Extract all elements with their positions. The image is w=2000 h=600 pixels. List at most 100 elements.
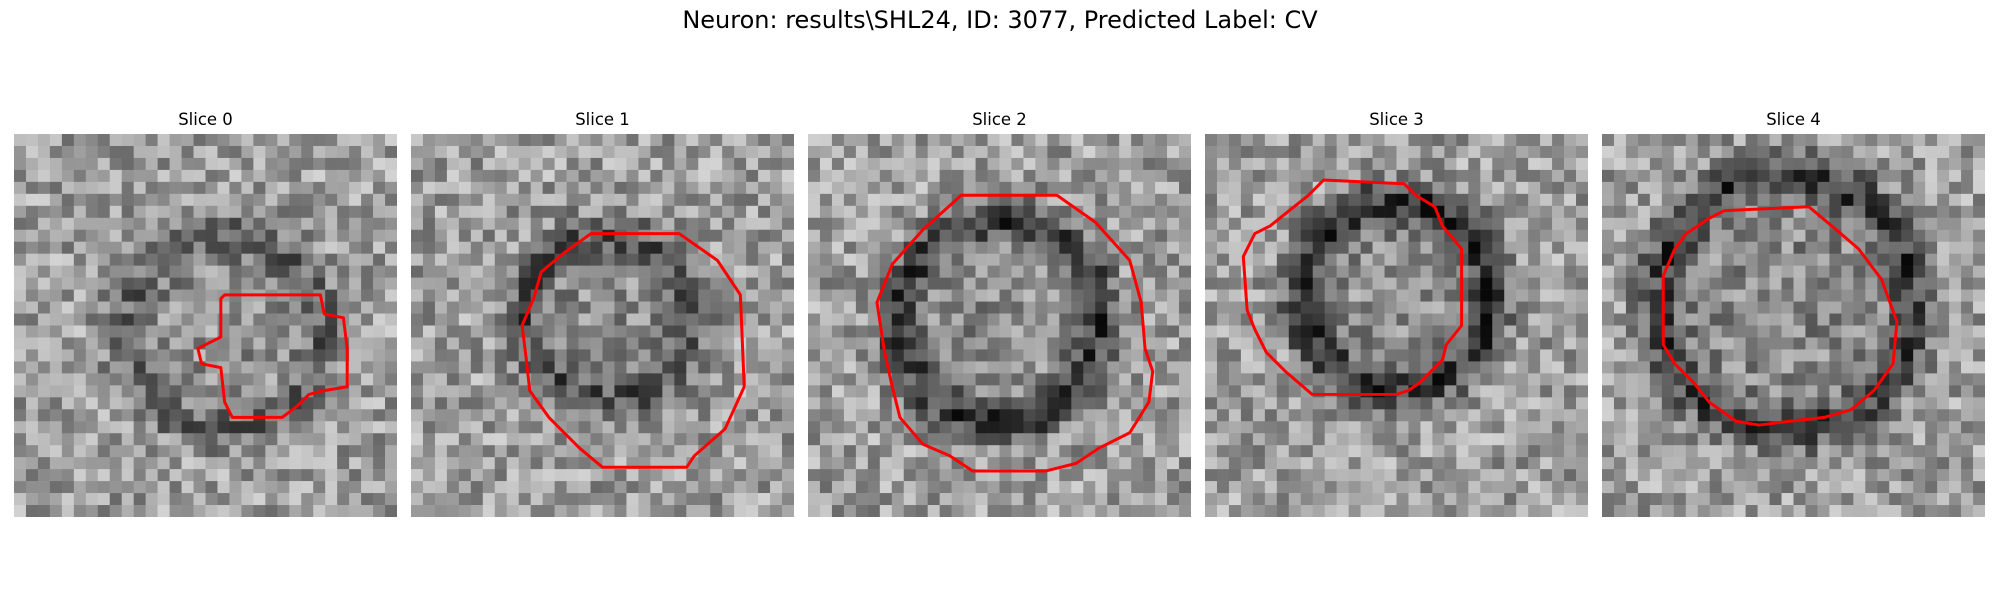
- image-pixel: [1059, 134, 1071, 146]
- image-pixel: [1361, 182, 1373, 194]
- image-pixel: [734, 421, 746, 433]
- image-pixel: [1614, 266, 1626, 278]
- image-pixel: [1516, 433, 1528, 445]
- image-pixel: [1301, 218, 1313, 230]
- image-pixel: [808, 290, 820, 302]
- image-pixel: [1865, 314, 1877, 326]
- image-pixel: [1734, 242, 1746, 254]
- image-pixel: [674, 302, 686, 314]
- image-pixel: [447, 302, 459, 314]
- image-pixel: [770, 302, 782, 314]
- image-pixel: [1301, 206, 1313, 218]
- image-pixel: [1313, 290, 1325, 302]
- image-pixel: [507, 134, 519, 146]
- image-pixel: [361, 242, 373, 254]
- image-pixel: [1468, 182, 1480, 194]
- image-pixel: [976, 134, 988, 146]
- image-pixel: [337, 134, 349, 146]
- image-pixel: [1722, 170, 1734, 182]
- image-pixel: [880, 385, 892, 397]
- image-pixel: [265, 206, 277, 218]
- image-pixel: [74, 493, 86, 505]
- image-pixel: [74, 242, 86, 254]
- image-pixel: [313, 373, 325, 385]
- image-pixel: [976, 218, 988, 230]
- image-pixel: [1107, 182, 1119, 194]
- image-pixel: [1179, 493, 1191, 505]
- image-pixel: [1095, 469, 1107, 481]
- image-pixel: [194, 326, 206, 338]
- image-pixel: [1095, 457, 1107, 469]
- image-pixel: [98, 278, 110, 290]
- image-pixel: [591, 445, 603, 457]
- image-pixel: [1734, 433, 1746, 445]
- image-pixel: [1229, 230, 1241, 242]
- image-pixel: [1492, 505, 1504, 517]
- image-pixel: [1564, 182, 1576, 194]
- image-pixel: [1576, 158, 1588, 170]
- image-pixel: [543, 290, 555, 302]
- image-pixel: [1492, 326, 1504, 338]
- image-pixel: [217, 182, 229, 194]
- image-pixel: [1480, 314, 1492, 326]
- image-pixel: [782, 373, 794, 385]
- image-pixel: [976, 314, 988, 326]
- image-pixel: [459, 158, 471, 170]
- image-pixel: [770, 349, 782, 361]
- image-pixel: [349, 326, 361, 338]
- image-pixel: [471, 146, 483, 158]
- image-pixel: [1155, 457, 1167, 469]
- image-pixel: [1552, 361, 1564, 373]
- image-pixel: [1794, 170, 1806, 182]
- image-pixel: [1937, 373, 1949, 385]
- image-pixel: [253, 194, 265, 206]
- image-pixel: [1095, 290, 1107, 302]
- image-pixel: [385, 206, 397, 218]
- image-pixel: [1540, 373, 1552, 385]
- image-pixel: [447, 134, 459, 146]
- image-pixel: [158, 242, 170, 254]
- image-pixel: [1528, 314, 1540, 326]
- image-pixel: [361, 409, 373, 421]
- image-pixel: [14, 230, 26, 242]
- image-pixel: [1973, 170, 1985, 182]
- image-pixel: [1516, 134, 1528, 146]
- image-pixel: [241, 218, 253, 230]
- image-pixel: [1253, 134, 1265, 146]
- image-pixel: [1925, 206, 1937, 218]
- image-pixel: [1746, 146, 1758, 158]
- image-pixel: [1722, 278, 1734, 290]
- image-pixel: [1059, 361, 1071, 373]
- image-pixel: [194, 481, 206, 493]
- image-pixel: [110, 290, 122, 302]
- image-pixel: [1602, 170, 1614, 182]
- image-pixel: [820, 278, 832, 290]
- image-pixel: [1444, 134, 1456, 146]
- image-pixel: [674, 290, 686, 302]
- image-pixel: [289, 385, 301, 397]
- image-pixel: [579, 266, 591, 278]
- image-pixel: [844, 373, 856, 385]
- image-pixel: [1000, 493, 1012, 505]
- image-pixel: [1504, 230, 1516, 242]
- image-pixel: [146, 385, 158, 397]
- image-pixel: [868, 397, 880, 409]
- image-pixel: [988, 158, 1000, 170]
- image-pixel: [1889, 218, 1901, 230]
- image-pixel: [471, 302, 483, 314]
- image-pixel: [820, 349, 832, 361]
- image-pixel: [182, 206, 194, 218]
- image-pixel: [650, 505, 662, 517]
- image-pixel: [1179, 445, 1191, 457]
- image-pixel: [26, 481, 38, 493]
- image-pixel: [1432, 266, 1444, 278]
- image-pixel: [1277, 314, 1289, 326]
- image-pixel: [710, 349, 722, 361]
- image-pixel: [1373, 421, 1385, 433]
- image-pixel: [1841, 254, 1853, 266]
- image-pixel: [940, 314, 952, 326]
- image-pixel: [1480, 469, 1492, 481]
- image-pixel: [626, 194, 638, 206]
- image-pixel: [722, 445, 734, 457]
- image-pixel: [662, 373, 674, 385]
